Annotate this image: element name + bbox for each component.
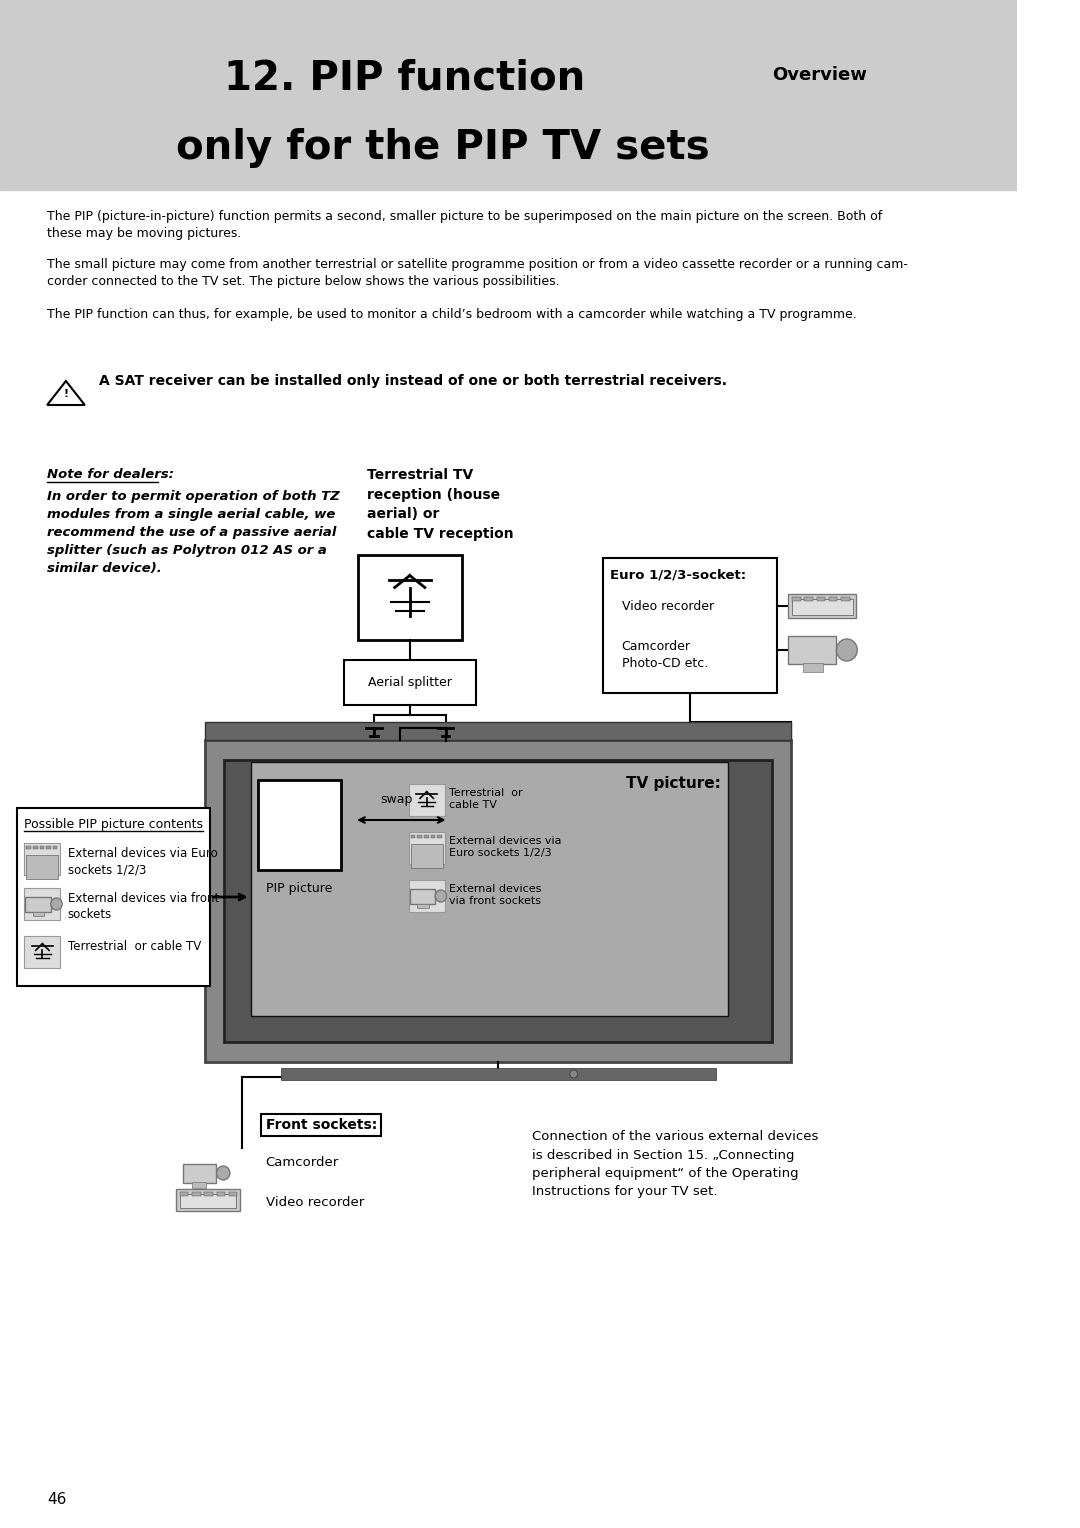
Bar bbox=[409, 888, 435, 903]
Text: Possible PIP picture contents: Possible PIP picture contents bbox=[24, 817, 203, 831]
Text: External devices
via front sockets: External devices via front sockets bbox=[449, 885, 542, 906]
Bar bbox=[205, 723, 792, 740]
Bar bbox=[788, 636, 836, 665]
Bar bbox=[829, 597, 837, 601]
Bar bbox=[816, 597, 825, 601]
Text: Video recorder: Video recorder bbox=[266, 1196, 364, 1209]
Text: Euro 1/2/3-socket:: Euro 1/2/3-socket: bbox=[610, 568, 746, 581]
Bar bbox=[793, 599, 852, 614]
Text: Terrestrial  or
cable TV: Terrestrial or cable TV bbox=[449, 788, 523, 810]
Text: A SAT receiver can be installed only instead of one or both terrestrial receiver: A SAT receiver can be installed only ins… bbox=[99, 374, 727, 388]
Bar bbox=[180, 1193, 237, 1209]
Bar bbox=[183, 1163, 216, 1183]
Bar bbox=[409, 880, 445, 912]
Text: External devices via front
sockets: External devices via front sockets bbox=[68, 892, 219, 921]
Text: Terrestrial TV
reception (house
aerial) or
cable TV reception: Terrestrial TV reception (house aerial) … bbox=[367, 468, 514, 541]
Text: 12. PIP function: 12. PIP function bbox=[225, 58, 585, 98]
Text: The PIP (picture-in-picture) function permits a second, smaller picture to be su: The PIP (picture-in-picture) function pe… bbox=[48, 209, 882, 240]
Circle shape bbox=[435, 889, 446, 902]
Bar bbox=[229, 1192, 238, 1196]
Bar bbox=[357, 555, 461, 640]
Bar bbox=[33, 912, 44, 915]
Bar bbox=[40, 847, 44, 850]
Text: 46: 46 bbox=[48, 1491, 67, 1507]
Bar bbox=[217, 1192, 225, 1196]
Text: The PIP function can thus, for example, be used to monitor a child’s bedroom wit: The PIP function can thus, for example, … bbox=[48, 309, 856, 321]
Text: PIP picture: PIP picture bbox=[267, 882, 333, 895]
Circle shape bbox=[570, 1070, 578, 1077]
Bar bbox=[26, 856, 58, 879]
Bar bbox=[26, 847, 31, 850]
Bar bbox=[841, 597, 850, 601]
Text: External devices via Euro
sockets 1/2/3: External devices via Euro sockets 1/2/3 bbox=[68, 847, 217, 876]
Bar bbox=[410, 834, 416, 837]
Text: Terrestrial  or cable TV: Terrestrial or cable TV bbox=[68, 940, 201, 953]
Bar bbox=[802, 663, 823, 672]
Text: Overview: Overview bbox=[772, 66, 867, 84]
Text: The small picture may come from another terrestrial or satellite programme posit: The small picture may come from another … bbox=[48, 258, 908, 287]
Bar bbox=[46, 847, 51, 850]
Text: Note for dealers:: Note for dealers: bbox=[48, 468, 174, 481]
Text: TV picture:: TV picture: bbox=[625, 776, 720, 792]
Bar bbox=[417, 903, 429, 908]
Text: only for the PIP TV sets: only for the PIP TV sets bbox=[176, 128, 710, 168]
Bar bbox=[424, 834, 429, 837]
Text: Front sockets:: Front sockets: bbox=[266, 1118, 377, 1132]
Text: Connection of the various external devices
is described in Section 15. „Connecti: Connection of the various external devic… bbox=[532, 1131, 819, 1198]
Bar bbox=[437, 834, 442, 837]
Bar bbox=[25, 937, 60, 969]
Bar bbox=[343, 660, 475, 704]
Bar bbox=[180, 1192, 188, 1196]
Circle shape bbox=[51, 898, 63, 911]
Bar bbox=[205, 740, 792, 1062]
Bar bbox=[25, 843, 60, 876]
Text: !: ! bbox=[64, 390, 68, 399]
Bar bbox=[251, 762, 728, 1016]
Bar bbox=[409, 833, 445, 863]
Bar bbox=[258, 779, 341, 869]
Bar bbox=[788, 594, 856, 617]
Bar bbox=[192, 1181, 206, 1187]
Bar bbox=[204, 1192, 213, 1196]
Bar bbox=[33, 847, 38, 850]
Text: Video recorder: Video recorder bbox=[622, 601, 714, 613]
Text: 75 Ohm: 75 Ohm bbox=[423, 746, 468, 755]
Bar bbox=[17, 808, 211, 986]
Circle shape bbox=[217, 1166, 230, 1180]
Bar bbox=[410, 843, 443, 868]
Bar bbox=[192, 1192, 201, 1196]
Text: Aerial splitter: Aerial splitter bbox=[368, 675, 451, 689]
Bar bbox=[281, 1068, 716, 1080]
Bar bbox=[603, 558, 778, 694]
Bar bbox=[225, 759, 772, 1042]
Bar bbox=[431, 834, 435, 837]
Text: swap: swap bbox=[380, 793, 413, 805]
Text: In order to permit operation of both TZ
modules from a single aerial cable, we
r: In order to permit operation of both TZ … bbox=[48, 490, 340, 575]
Bar bbox=[417, 834, 422, 837]
Bar bbox=[793, 597, 800, 601]
Bar bbox=[805, 597, 813, 601]
Text: Camcorder
Photo-CD etc.: Camcorder Photo-CD etc. bbox=[622, 640, 708, 669]
Bar bbox=[53, 847, 57, 850]
Text: 75 Ohm: 75 Ohm bbox=[352, 746, 396, 755]
Bar bbox=[409, 784, 445, 816]
Circle shape bbox=[837, 639, 858, 662]
Bar bbox=[26, 897, 51, 912]
Text: External devices via
Euro sockets 1/2/3: External devices via Euro sockets 1/2/3 bbox=[449, 836, 562, 859]
Bar bbox=[176, 1189, 240, 1212]
Bar bbox=[0, 0, 1017, 189]
Bar bbox=[25, 888, 60, 920]
Text: Camcorder: Camcorder bbox=[266, 1157, 339, 1169]
